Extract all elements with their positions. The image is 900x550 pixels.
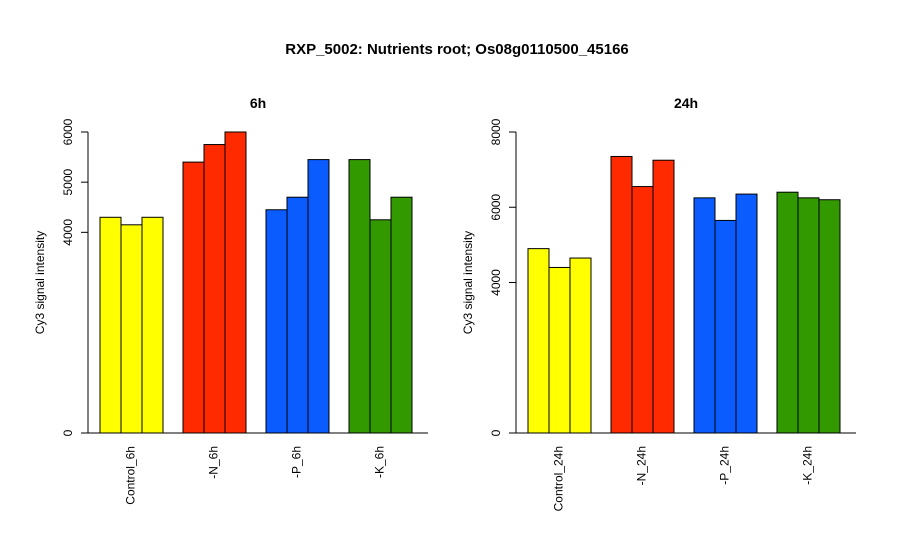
bar <box>569 257 592 434</box>
bar <box>99 216 122 434</box>
y-tick-label: 6000 <box>489 194 503 221</box>
bar <box>390 196 413 434</box>
x-category-label: Control_24h <box>552 446 566 511</box>
chart-title: RXP_5002: Nutrients root; Os08g0110500_4… <box>285 41 629 58</box>
bar <box>693 197 716 434</box>
x-category-label: -P_6h <box>290 446 304 478</box>
bar <box>631 186 654 434</box>
bar <box>120 224 143 434</box>
bar <box>548 266 571 434</box>
bar <box>652 159 675 434</box>
x-category-label: -N_24h <box>635 446 649 485</box>
bar <box>818 199 841 434</box>
bar <box>141 216 164 434</box>
bar <box>203 144 226 434</box>
y-tick-label: 4000 <box>489 269 503 296</box>
x-category-label: -K_24h <box>801 446 815 485</box>
panel-title: 24h <box>674 95 698 111</box>
panel-6h: 6h Cy3 signal intensity 0 4000 5000 6000 Contr… <box>33 95 428 505</box>
y-axis-label: Cy3 signal intensity <box>461 231 475 334</box>
x-category-label: -N_6h <box>207 446 221 479</box>
y-tick-label: 0 <box>489 429 503 436</box>
x-category-label: -K_6h <box>373 446 387 478</box>
bar <box>369 219 392 434</box>
y-tick-label: 8000 <box>489 118 503 145</box>
bar <box>348 159 371 434</box>
bar <box>610 155 633 434</box>
bar <box>527 248 550 434</box>
bar <box>286 196 309 434</box>
panel-title: 6h <box>250 95 266 111</box>
y-tick-label: 4000 <box>61 219 75 246</box>
bar <box>776 191 799 434</box>
panel-24h: 24h Cy3 signal intensity 0 4000 6000 8000 Cont… <box>461 95 856 511</box>
bar <box>735 193 758 434</box>
y-tick-label: 6000 <box>61 118 75 145</box>
bar <box>797 197 820 434</box>
bar <box>182 161 205 434</box>
y-axis-label: Cy3 signal intensity <box>33 231 47 334</box>
bar <box>224 131 247 434</box>
bar <box>714 219 737 434</box>
bar <box>265 209 288 434</box>
x-category-label: Control_6h <box>124 446 138 505</box>
bar <box>307 159 330 434</box>
y-tick-label: 5000 <box>61 168 75 195</box>
x-category-label: -P_24h <box>718 446 732 485</box>
y-tick-label: 0 <box>61 429 75 436</box>
